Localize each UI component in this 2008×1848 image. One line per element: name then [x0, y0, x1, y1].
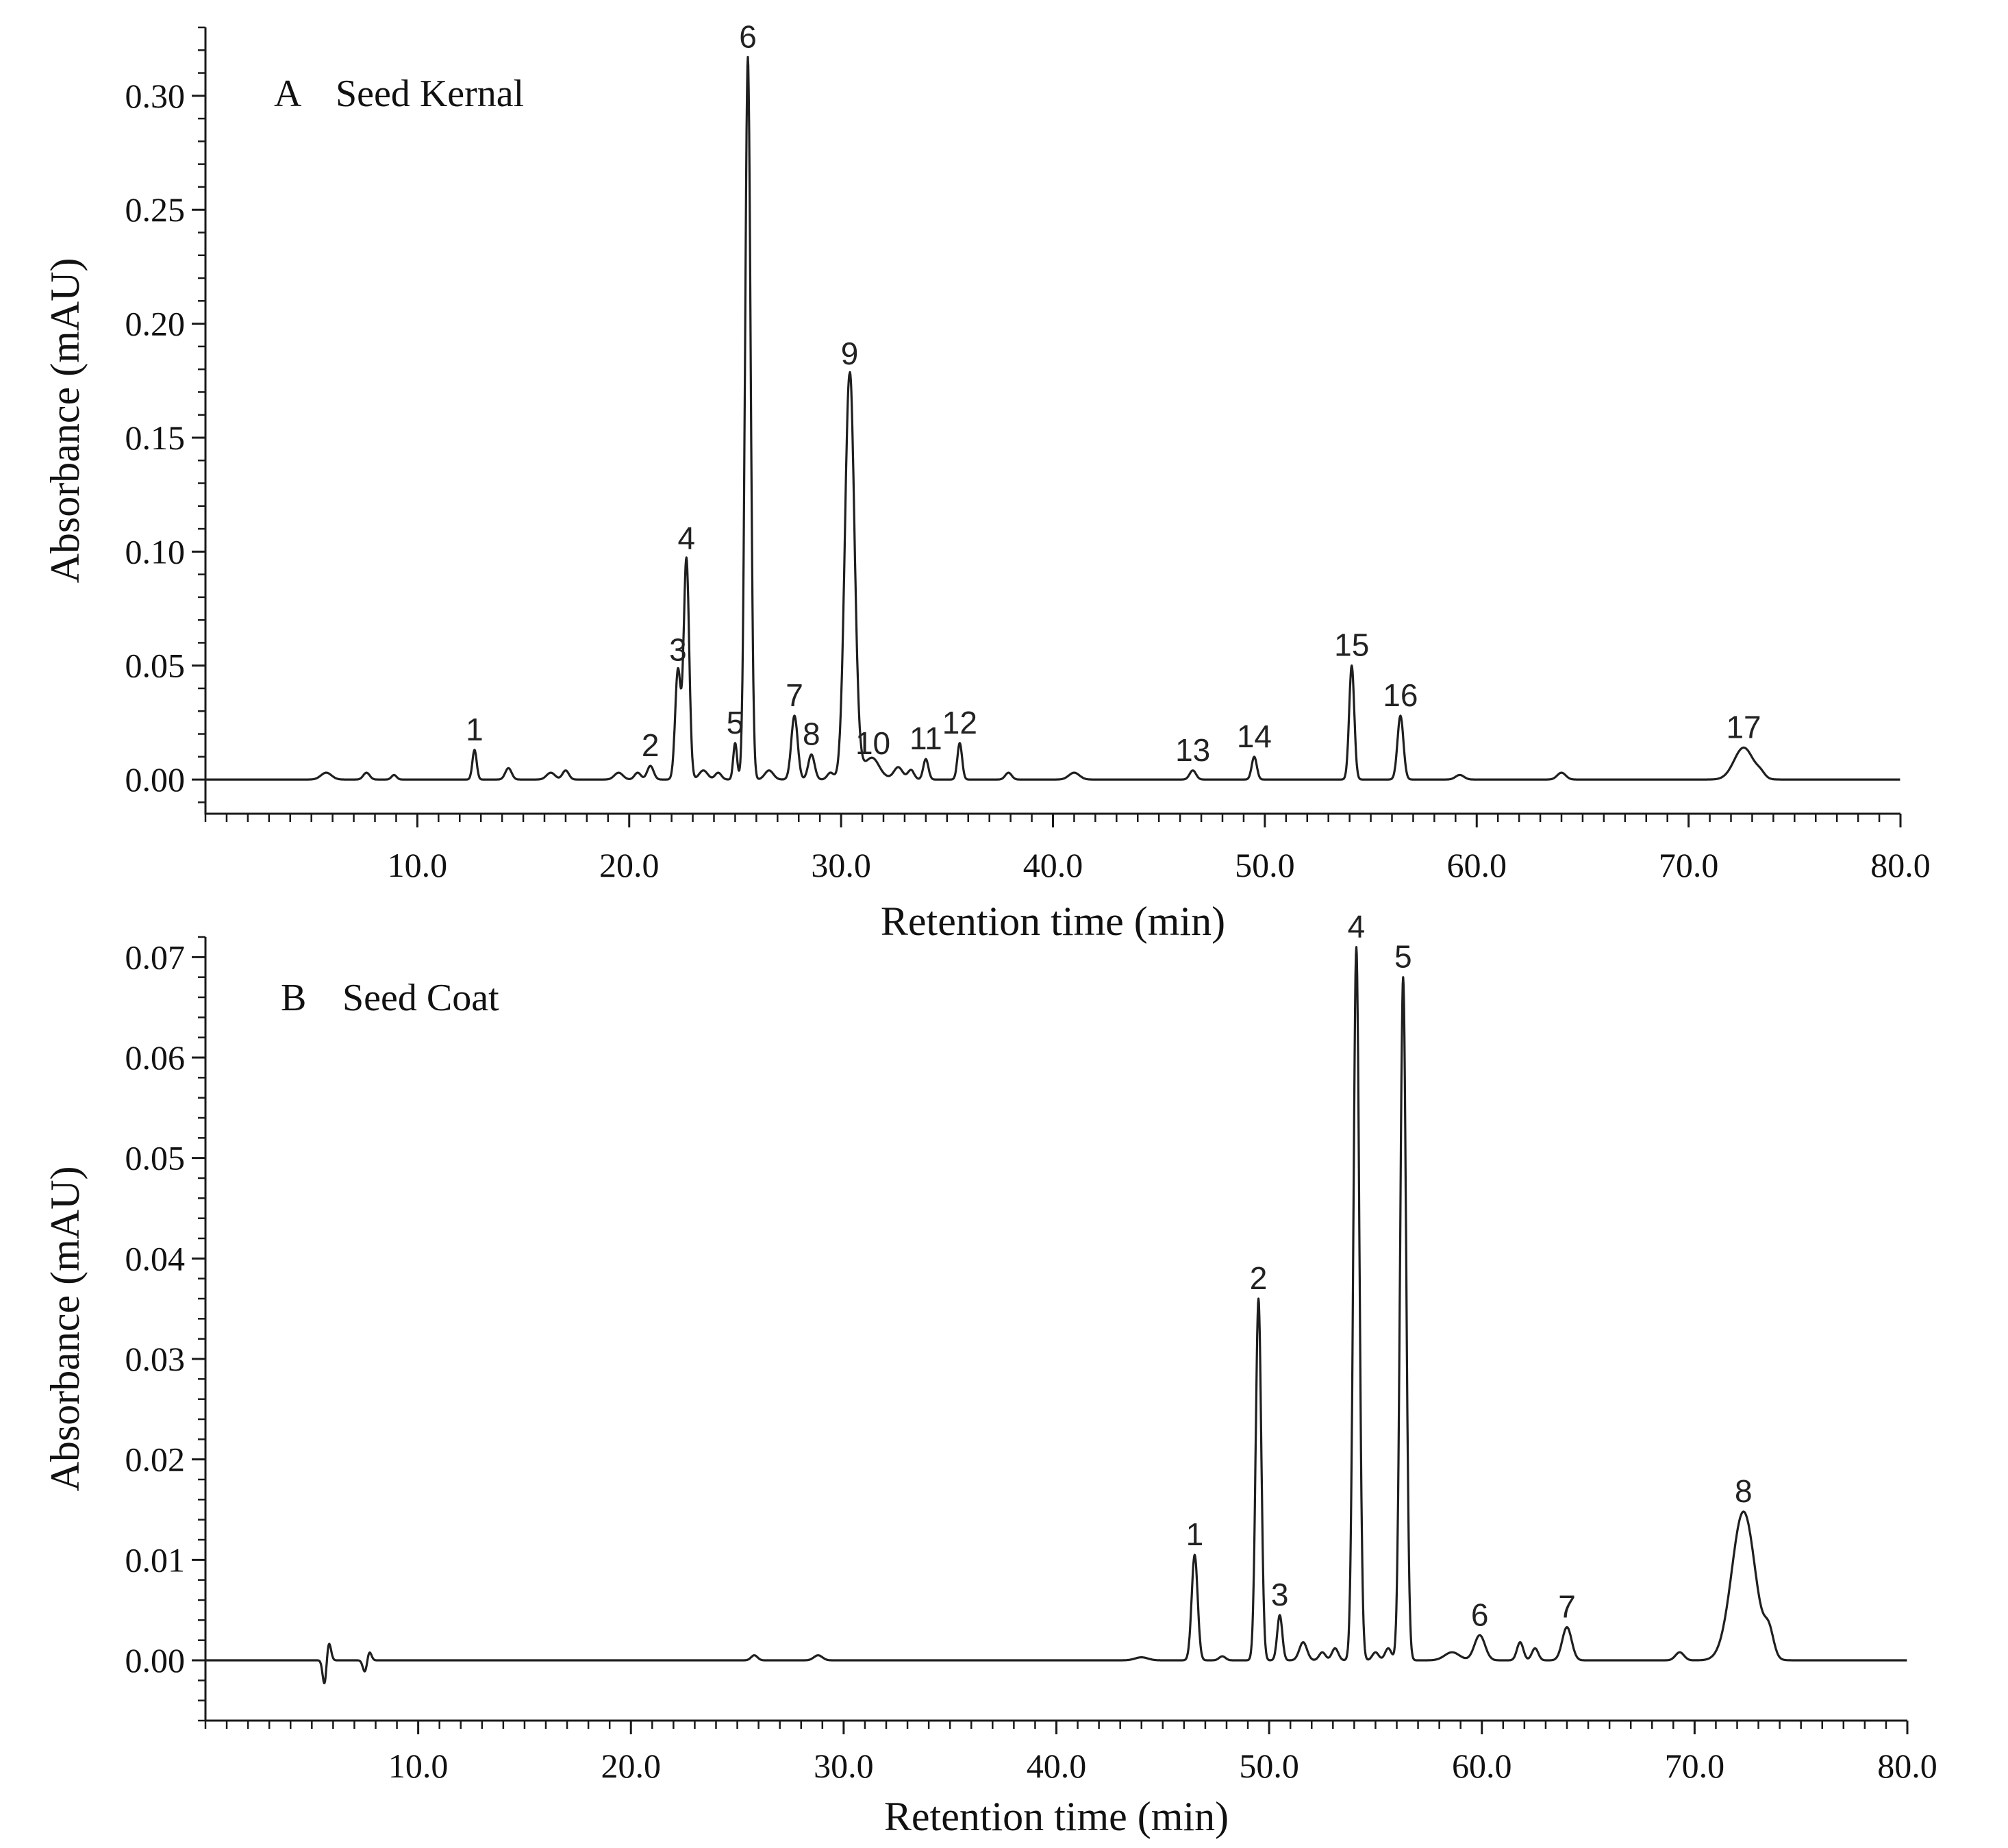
peak-label: 4 [677, 520, 695, 555]
x-tick-label: 70.0 [1659, 846, 1719, 884]
peak-label: 10 [855, 725, 890, 761]
peak-label: 14 [1237, 719, 1272, 754]
peak-label: 15 [1334, 627, 1369, 663]
x-tick-label: 70.0 [1665, 1747, 1725, 1785]
peak-label: 7 [786, 677, 803, 713]
chromatogram-trace [205, 946, 1908, 1684]
y-tick-label: 0.30 [125, 77, 186, 115]
x-tick-label: 80.0 [1870, 846, 1931, 884]
x-tick-label: 10.0 [388, 846, 448, 884]
axes-frame [204, 937, 1907, 1722]
y-tick-label: 0.04 [125, 1239, 186, 1277]
x-tick-label: 40.0 [1023, 846, 1083, 884]
peak-label: 16 [1383, 677, 1418, 713]
y-tick-label: 0.00 [125, 760, 186, 799]
peak-label: 1 [466, 712, 484, 747]
peak-label: 7 [1558, 1589, 1576, 1625]
peak-label: 9 [841, 336, 859, 371]
peak-label: 4 [1348, 909, 1366, 945]
peak-label: 13 [1175, 732, 1210, 768]
y-tick-label: 0.15 [125, 419, 186, 457]
y-tick-label: 0.02 [125, 1440, 186, 1479]
x-tick-label: 50.0 [1235, 846, 1295, 884]
x-tick-label: 50.0 [1239, 1747, 1299, 1785]
y-tick-label: 0.01 [125, 1540, 186, 1579]
chromatogram-trace [205, 55, 1901, 781]
x-tick-label: 60.0 [1452, 1747, 1512, 1785]
peak-label: 3 [669, 632, 687, 667]
y-tick-label: 0.03 [125, 1340, 186, 1378]
x-tick-label: 30.0 [814, 1747, 874, 1785]
peak-label: 17 [1726, 710, 1761, 745]
x-tick-label: 20.0 [601, 1747, 662, 1785]
y-tick-label: 0.05 [125, 647, 186, 685]
x-tick-label: 80.0 [1877, 1747, 1937, 1785]
x-tick-label: 40.0 [1027, 1747, 1087, 1785]
y-tick-label: 0.00 [125, 1641, 186, 1680]
peak-label: 6 [1471, 1597, 1489, 1632]
peak-label: 2 [642, 727, 660, 763]
axes-frame [204, 27, 1900, 815]
peak-label: 11 [909, 721, 942, 756]
x-tick-label: 10.0 [388, 1747, 449, 1785]
y-tick-label: 0.05 [125, 1139, 186, 1177]
panel-title: Seed Kernal [336, 73, 524, 115]
peak-label: 12 [942, 705, 977, 740]
peak-label: 5 [727, 705, 744, 740]
x-tick-label: 20.0 [599, 846, 660, 884]
y-tick-label: 0.07 [125, 938, 186, 976]
y-axis-title: Absorbance (mAU) [42, 258, 88, 584]
x-tick-label: 60.0 [1447, 846, 1507, 884]
peak-label: 1 [1186, 1516, 1204, 1552]
peak-label: 5 [1394, 939, 1412, 975]
x-tick-label: 30.0 [811, 846, 871, 884]
peak-label: 6 [739, 18, 757, 54]
y-tick-label: 0.20 [125, 305, 186, 343]
y-tick-label: 0.10 [125, 532, 186, 571]
x-axis-title: Retention time (min) [881, 899, 1225, 944]
x-axis-title: Retention time (min) [884, 1794, 1229, 1839]
y-tick-label: 0.25 [125, 190, 186, 229]
panel-seed-kernal: 10.0 20.0 30.0 40.0 50.0 60.0 70.0 80.0 0.00 0.05… [42, 18, 1931, 944]
y-axis-title: Absorbance (mAU) [42, 1166, 88, 1492]
panel-letter: A [274, 73, 302, 115]
peak-label: 3 [1271, 1577, 1289, 1612]
peak-label: 8 [1735, 1473, 1753, 1509]
y-tick-label: 0.06 [125, 1038, 186, 1077]
panel-seed-coat: 10.0 20.0 30.0 40.0 50.0 60.0 70.0 80.0 0.00 0.01… [42, 909, 1937, 1839]
panel-letter: B [281, 977, 306, 1019]
panel-title: Seed Coat [342, 977, 499, 1019]
peak-label: 8 [803, 716, 820, 751]
peak-label: 2 [1250, 1260, 1268, 1296]
